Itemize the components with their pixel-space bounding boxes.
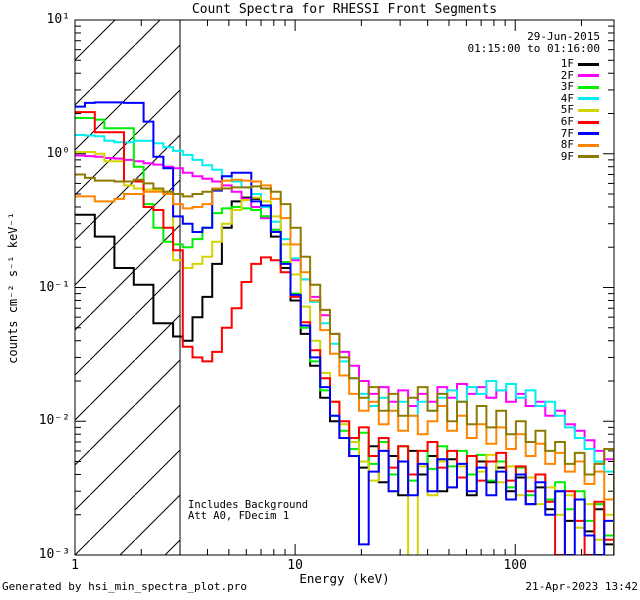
series-3F-line [75, 117, 614, 545]
plot-title: Count Spectra for RHESSI Front Segments [191, 2, 498, 17]
legend-entry-label-4F: 4F [560, 91, 574, 105]
legend-date: 29-Jun-2015 [527, 30, 600, 43]
y-tick-label-2: 10⁻¹ [38, 279, 70, 295]
legend-entry-label-5F: 5F [560, 103, 574, 117]
x-tick-label-10: 10 [287, 558, 303, 573]
x-axis-label: Energy (keV) [299, 571, 390, 586]
legend-entry-label-3F: 3F [560, 80, 574, 94]
plot-frame [74, 19, 615, 556]
legend-swatch-9F [578, 155, 599, 159]
y-tick-label-0: 10¹ [46, 12, 70, 27]
series-group [75, 101, 614, 555]
legend-swatch-6F [578, 120, 599, 124]
y-tick-label-1: 10⁰ [46, 145, 70, 161]
legend-swatch-2F [578, 74, 599, 78]
y-tick-label-3: 10⁻² [38, 413, 70, 429]
series-2F-line [75, 154, 614, 467]
x-tick-label-100: 100 [503, 558, 527, 573]
legend-swatch-3F [578, 85, 599, 89]
series-9F-line [75, 173, 614, 555]
annotation-attenuator: Att A0, FDecim 1 [188, 510, 290, 522]
series-7F-line [75, 101, 614, 555]
footer-timestamp: 21-Apr-2023 13:42 [525, 580, 638, 593]
legend-entry-label-2F: 2F [560, 68, 574, 82]
series-6F-line [75, 111, 614, 555]
legend-entry-label-7F: 7F [560, 126, 574, 140]
legend-swatch-5F [578, 108, 599, 112]
footer-credit: Generated by hsi_min_spectra_plot.pro [2, 580, 248, 593]
legend-swatch-4F [578, 97, 599, 101]
legend-entry-label-9F: 9F [560, 149, 574, 163]
hatch-region [75, 20, 181, 555]
legend-swatch-7F [578, 132, 599, 136]
legend-entry-label-6F: 6F [560, 115, 574, 128]
legend-swatch-1F [578, 62, 599, 66]
y-tick-label-4: 10⁻³ [38, 547, 70, 562]
legend-entry-label-8F: 8F [560, 138, 574, 152]
annotation-background: Includes Background [188, 499, 309, 511]
legend-swatch-8F [578, 143, 599, 147]
legend-entry-label-1F: 1F [560, 57, 574, 70]
legend-time-range: 01:15:00 to 01:16:00 [467, 42, 600, 55]
x-tick-label-1: 1 [71, 558, 79, 573]
